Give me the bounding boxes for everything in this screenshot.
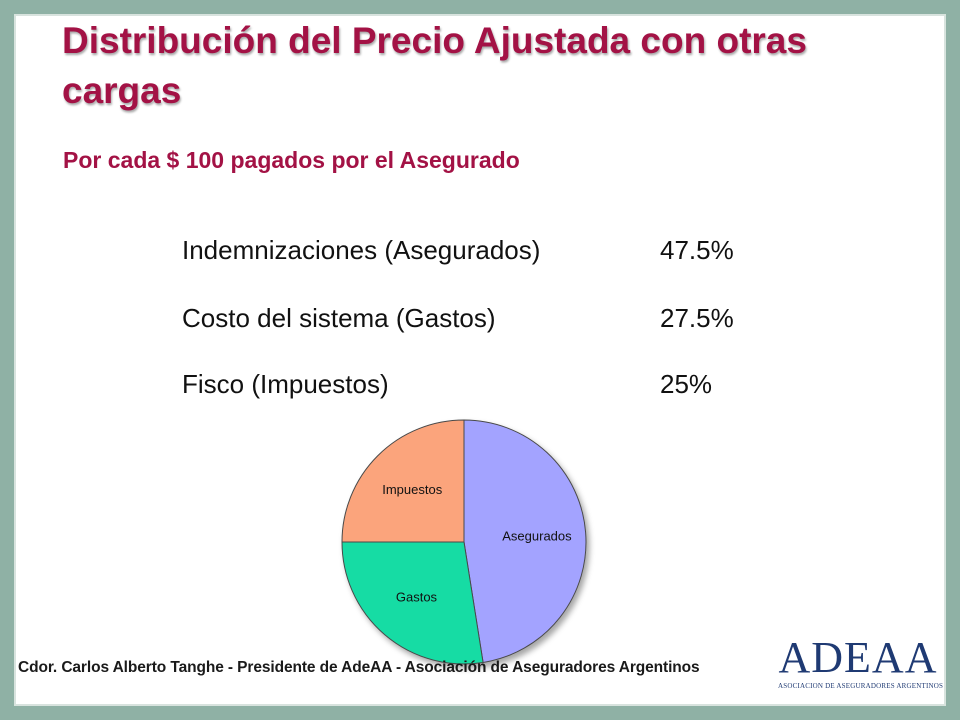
pie-slice-asegurados — [463, 419, 587, 664]
slide-title: Distribución del Precio Ajustada con otr… — [62, 20, 807, 111]
row-label: Fisco (Impuestos) — [182, 369, 389, 399]
row-value: 25% — [660, 369, 713, 399]
footer-text: Cdor. Carlos Alberto Tanghe - Presidente… — [18, 659, 700, 676]
slide-subtitle: Por cada $ 100 pagados por el Asegurado — [63, 147, 520, 173]
row-value: 47.5% — [660, 235, 734, 265]
adeaa-logo: ADEAA ASOCIACION DE ASEGURADORES ARGENTI… — [778, 633, 944, 700]
row-label: Costo del sistema (Gastos) — [182, 303, 496, 333]
pie-chart: Asegurados Gastos Impuestos — [326, 400, 602, 676]
pie-label-asegurados: Asegurados — [502, 528, 572, 543]
pie-label-gastos: Gastos — [396, 590, 438, 605]
pie-slice-gastos — [341, 541, 484, 665]
logo-subtext: ASOCIACION DE ASEGURADORES ARGENTINOS — [778, 682, 944, 690]
pie-slice-impuestos — [341, 419, 465, 543]
row-value: 27.5% — [660, 303, 734, 333]
logo-text: ADEAA — [778, 633, 938, 682]
pie-chart-svg: Asegurados Gastos Impuestos — [341, 419, 587, 665]
pie-label-impuestos: Impuestos — [382, 482, 442, 497]
row-label: Indemnizaciones (Asegurados) — [182, 235, 541, 265]
